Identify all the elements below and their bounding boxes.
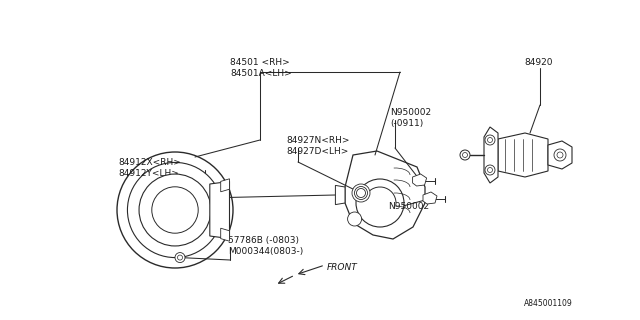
Polygon shape xyxy=(335,185,345,204)
Circle shape xyxy=(485,165,495,175)
Text: 84927N<RH>
84927D<LH>: 84927N<RH> 84927D<LH> xyxy=(286,136,349,156)
Text: N950002
(-0911): N950002 (-0911) xyxy=(390,108,431,128)
Circle shape xyxy=(152,187,198,233)
Circle shape xyxy=(127,163,223,258)
Text: A845001109: A845001109 xyxy=(524,299,573,308)
Circle shape xyxy=(352,184,370,202)
Circle shape xyxy=(175,252,185,262)
Circle shape xyxy=(117,152,233,268)
Text: 84912X<RH>
84912Y<LH>: 84912X<RH> 84912Y<LH> xyxy=(118,158,181,178)
Polygon shape xyxy=(210,181,230,239)
Polygon shape xyxy=(345,151,425,239)
Polygon shape xyxy=(413,174,427,186)
Circle shape xyxy=(348,212,362,226)
Polygon shape xyxy=(221,179,230,192)
Text: N950002: N950002 xyxy=(388,202,429,211)
Polygon shape xyxy=(423,192,437,204)
Polygon shape xyxy=(498,133,548,177)
Polygon shape xyxy=(548,141,572,169)
Text: FRONT: FRONT xyxy=(327,263,358,273)
Polygon shape xyxy=(221,228,230,241)
Text: 84920: 84920 xyxy=(524,58,552,67)
Circle shape xyxy=(554,149,566,161)
Text: 84501 <RH>
84501A<LH>: 84501 <RH> 84501A<LH> xyxy=(230,58,292,78)
Circle shape xyxy=(356,179,404,227)
Polygon shape xyxy=(484,127,498,183)
Text: 57786B (-0803)
M000344(0803-): 57786B (-0803) M000344(0803-) xyxy=(228,236,303,256)
Circle shape xyxy=(139,174,211,246)
Circle shape xyxy=(460,150,470,160)
Circle shape xyxy=(485,135,495,145)
